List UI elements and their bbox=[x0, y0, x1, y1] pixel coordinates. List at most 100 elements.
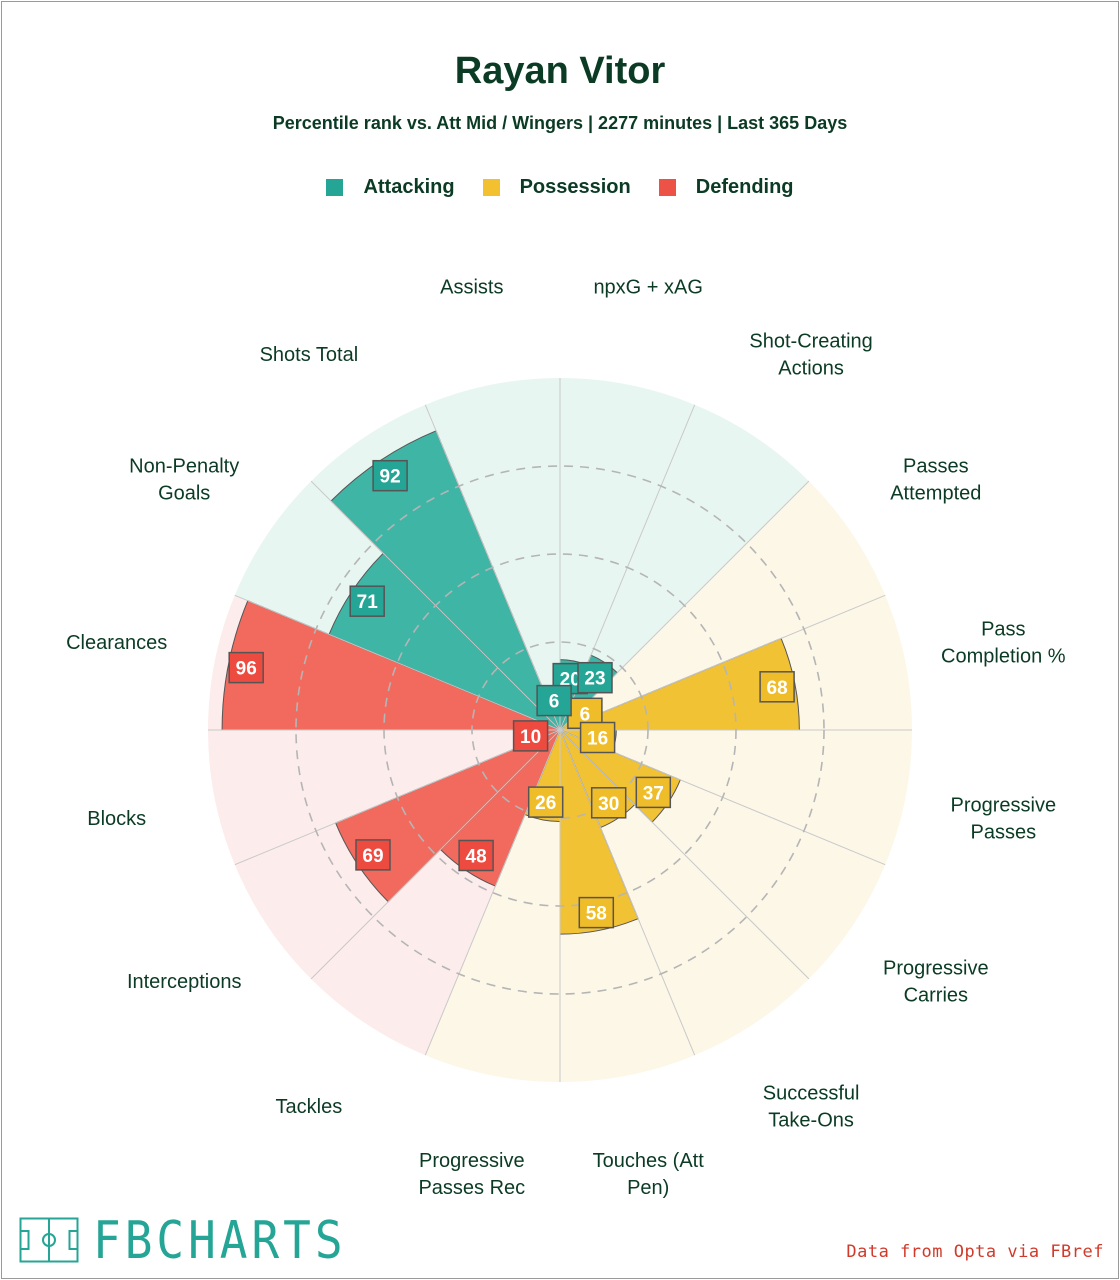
value-label-text: 69 bbox=[362, 846, 383, 867]
axis-label-line: Actions bbox=[778, 358, 844, 380]
legend-swatch-attacking bbox=[326, 179, 344, 196]
legend: Attacking Possession Defending bbox=[0, 176, 1120, 199]
axis-label-line: Attempted bbox=[890, 482, 981, 504]
data-source-note: Data from Opta via FBref bbox=[846, 1242, 1104, 1262]
legend-item-attacking: Attacking bbox=[326, 176, 455, 199]
value-label: 16 bbox=[579, 721, 616, 754]
axis-label: Successful Take-Ons bbox=[763, 1082, 860, 1131]
spoke bbox=[559, 729, 696, 1056]
axis-label-line: Progressive bbox=[950, 795, 1056, 817]
value-label-box bbox=[228, 651, 264, 684]
value-label-box bbox=[577, 661, 613, 694]
grid-lines bbox=[208, 378, 912, 1082]
value-label-text: 48 bbox=[466, 847, 487, 868]
value-label-text: 10 bbox=[520, 727, 541, 748]
value-label-text: 96 bbox=[236, 659, 257, 680]
axis-label: Shot-Creating Actions bbox=[749, 331, 872, 380]
value-label: 71 bbox=[349, 585, 385, 617]
value-label-text: 37 bbox=[643, 783, 664, 804]
value-label: 37 bbox=[635, 776, 672, 809]
axis-label: Assists bbox=[440, 277, 503, 299]
legend-item-defending: Defending bbox=[658, 176, 794, 199]
value-label-box bbox=[349, 585, 385, 617]
pitch-icon bbox=[19, 1217, 79, 1263]
value-label-text: 26 bbox=[535, 793, 556, 814]
axis-label-line: Blocks bbox=[87, 808, 146, 830]
axis-label-line: npxG + xAG bbox=[593, 277, 703, 299]
axis-label-line: Interceptions bbox=[127, 971, 242, 993]
axis-label: Clearances bbox=[66, 632, 167, 654]
sector-bg-progressive-passes bbox=[560, 730, 912, 865]
axis-label-line: Clearances bbox=[66, 632, 167, 654]
axis-label: Tackles bbox=[276, 1096, 343, 1118]
grid-ring bbox=[471, 641, 649, 819]
grid-ring bbox=[383, 553, 737, 907]
value-label-text: 6 bbox=[580, 704, 591, 725]
legend-swatch-defending bbox=[658, 179, 676, 196]
axis-label-line: Progressive bbox=[883, 958, 989, 980]
axis-label: Progressive Carries bbox=[883, 958, 989, 1007]
spoke bbox=[234, 594, 561, 731]
axis-label-line: Successful bbox=[763, 1082, 860, 1104]
sector-bg-progressive-passes-rec bbox=[425, 730, 560, 1082]
value-label-text: 92 bbox=[380, 467, 401, 488]
spoke bbox=[310, 729, 561, 980]
value-label-box bbox=[527, 786, 564, 818]
axis-label-line: Completion % bbox=[941, 645, 1066, 667]
sector-bg-assists bbox=[425, 377, 560, 730]
axis-label-line: Pen) bbox=[627, 1177, 669, 1199]
value-label-box bbox=[458, 839, 494, 872]
brand-wordmark: FBCHARTS bbox=[93, 1209, 347, 1271]
value-label: 6 bbox=[536, 684, 572, 717]
value-label-box bbox=[759, 671, 795, 703]
value-label-text: 68 bbox=[767, 678, 788, 699]
axis-label: Interceptions bbox=[127, 971, 242, 993]
sector-bg-passes-attempted bbox=[560, 481, 886, 730]
axis-label-line: Goals bbox=[158, 482, 210, 504]
value-label: 26 bbox=[527, 786, 564, 818]
value-label: 58 bbox=[578, 896, 615, 929]
axis-labels: npxG + xAG Shot-Creating Actions Passes Atte… bbox=[66, 277, 1066, 1199]
value-label: 68 bbox=[759, 671, 795, 703]
legend-label-attacking: Attacking bbox=[363, 176, 455, 198]
sector-bg-npxg-xag bbox=[560, 378, 695, 730]
value-label-box bbox=[635, 776, 672, 809]
axis-label-line: Passes bbox=[971, 822, 1037, 844]
value-label: 96 bbox=[228, 651, 264, 684]
axis-label-line: Passes Rec bbox=[418, 1177, 525, 1199]
value-label-text: 71 bbox=[357, 592, 379, 613]
axis-label-line: Progressive bbox=[419, 1150, 525, 1172]
value-label: 92 bbox=[372, 459, 408, 492]
legend-label-defending: Defending bbox=[695, 176, 794, 198]
axis-label: Passes Attempted bbox=[890, 455, 981, 504]
legend-label-possession: Possession bbox=[519, 176, 631, 198]
value-label-box bbox=[512, 720, 549, 752]
axis-label-line: Tackles bbox=[276, 1096, 343, 1118]
spoke bbox=[559, 594, 886, 731]
axis-label-line: Touches (Att bbox=[593, 1150, 705, 1172]
value-label: 48 bbox=[458, 839, 494, 872]
axis-label: Progressive Passes Rec bbox=[418, 1150, 525, 1199]
sector-bg-blocks bbox=[208, 730, 560, 865]
legend-swatch-possession bbox=[482, 179, 500, 196]
value-label-text: 58 bbox=[586, 904, 607, 925]
axis-label: Blocks bbox=[87, 808, 146, 830]
legend-item-possession: Possession bbox=[482, 176, 631, 199]
spoke bbox=[559, 729, 810, 980]
value-label-text: 30 bbox=[598, 794, 619, 815]
value-label-box bbox=[536, 684, 572, 717]
axis-label-line: Shot-Creating bbox=[749, 331, 872, 353]
value-label-box bbox=[579, 721, 616, 754]
value-label: 10 bbox=[512, 720, 549, 752]
sector-bg-shot-creating-actions bbox=[560, 404, 809, 730]
axis-label-line: Carries bbox=[904, 985, 968, 1007]
axis-label-line: Take-Ons bbox=[768, 1109, 854, 1131]
axis-label: Non-Penalty Goals bbox=[129, 455, 239, 504]
axis-label-line: Passes bbox=[903, 455, 969, 477]
brand-logo: FBCHARTS bbox=[19, 1209, 347, 1271]
value-label-box bbox=[372, 459, 408, 492]
chart-subtitle: Percentile rank vs. Att Mid / Wingers | … bbox=[272, 113, 848, 133]
axis-label-line: Non-Penalty bbox=[129, 455, 239, 477]
axis-label-line: Shots Total bbox=[260, 344, 359, 366]
